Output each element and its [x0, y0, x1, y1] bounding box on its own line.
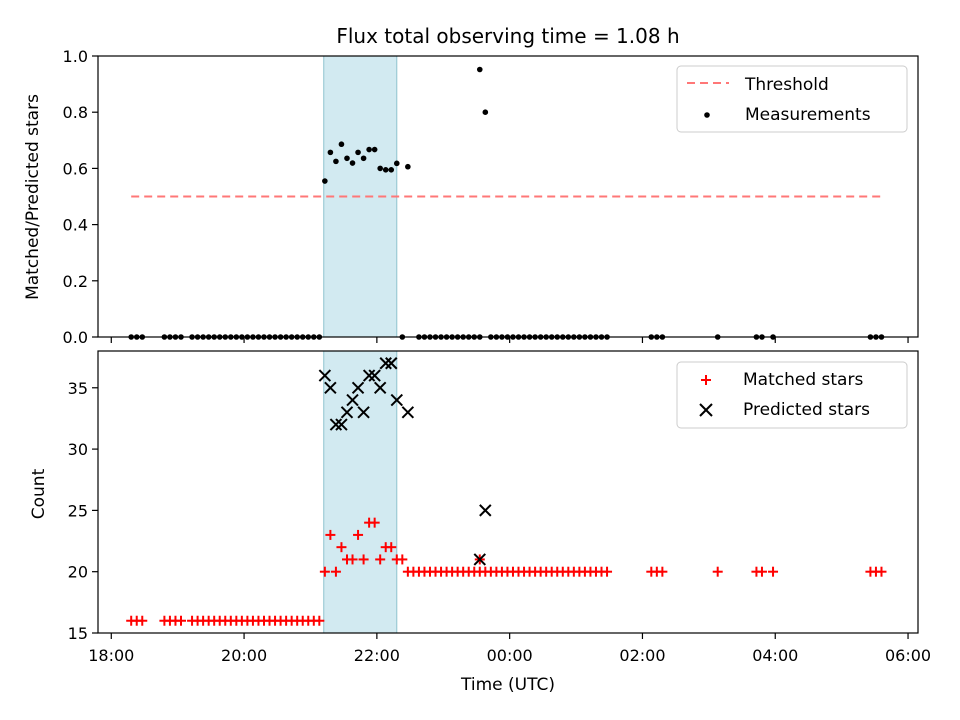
ratio-y-tick-label: 0.0: [63, 328, 88, 347]
measurement-point: [366, 146, 372, 153]
matched-star-point: [325, 529, 336, 540]
predicted-star-point: [346, 393, 359, 407]
ratio-y-tick-label: 0.4: [63, 216, 88, 235]
matched-star-point: [876, 566, 887, 577]
x-tick-label: 04:00: [752, 646, 798, 665]
predicted-star-point: [362, 369, 376, 382]
predicted-star-point: [401, 406, 415, 419]
x-tick-label: 18:00: [88, 646, 134, 665]
matched-star-point: [768, 566, 779, 577]
measurement-point: [382, 167, 389, 173]
x-tick-label: 06:00: [885, 646, 931, 665]
predicted-star-point: [357, 406, 370, 419]
count-panel: 15 20 25 30 35 18:00 20:00 22:00 00:00 02:00 04:0…: [29, 350, 931, 695]
measurement-point: [322, 178, 328, 184]
predicted-star-point: [390, 393, 403, 407]
matched-star-point: [347, 554, 358, 565]
chart-title: Flux total observing time = 1.08 h: [336, 24, 679, 48]
matched-star-point: [314, 615, 325, 626]
measurement-point: [476, 66, 483, 73]
x-axis-label: Time (UTC): [460, 675, 555, 695]
measurement-point: [338, 141, 345, 148]
matched-star-point: [137, 615, 148, 626]
predicted-star-point: [385, 357, 398, 370]
x-tick-label: 02:00: [619, 646, 665, 665]
measurement-point: [344, 155, 350, 162]
ratio-y-tick-label: 1.0: [63, 47, 88, 66]
measurement-point: [371, 146, 378, 153]
matched-star-point: [756, 566, 767, 577]
matched-star-point: [336, 542, 347, 553]
legend-threshold-label: Threshold: [744, 75, 829, 95]
x-tick-label: 20:00: [221, 646, 267, 665]
ratio-y-tick-label: 0.2: [63, 272, 88, 291]
count-plot-frame: [97, 350, 919, 634]
matched-star-point: [712, 566, 723, 577]
matched-star-point: [358, 554, 369, 565]
ratio-y-tick-label: 0.8: [63, 103, 88, 122]
measurement-point: [349, 160, 356, 166]
measurement-point: [482, 109, 489, 115]
predicted-star-point: [473, 553, 486, 566]
matched-star-point: [657, 566, 668, 577]
legend-matched-label: Matched stars: [743, 370, 863, 390]
predicted-star-point: [324, 381, 337, 394]
predicted-star-point: [379, 357, 392, 370]
predicted-star-point: [318, 369, 332, 382]
measurement-point: [333, 158, 339, 165]
x-tick-label: 22:00: [354, 646, 400, 665]
legend-matched-swatch: [701, 375, 711, 385]
legend-measurements-label: Measurements: [745, 105, 871, 125]
ratio-legend: Threshold Measurements: [676, 65, 908, 133]
predicted-star-point: [373, 381, 387, 394]
count-y-tick-label: 30: [68, 440, 88, 459]
count-y-tick-label: 15: [68, 624, 88, 643]
predicted-star-point: [479, 504, 492, 517]
measurement-point: [377, 165, 383, 172]
count-y-tick-label: 20: [68, 563, 88, 582]
count-y-tick-label: 35: [68, 379, 88, 398]
matched-star-point: [175, 615, 186, 626]
count-y-tick-label: 25: [68, 501, 88, 520]
predicted-star-point: [329, 418, 343, 431]
count-legend: Matched stars Predicted stars: [676, 361, 908, 429]
legend-measurement-swatch: [704, 112, 710, 118]
matched-star-point: [397, 554, 408, 565]
measurement-point: [405, 163, 411, 170]
predicted-star-point: [368, 369, 381, 382]
count-y-axis-label: Count: [29, 468, 49, 519]
measurement-point: [360, 155, 367, 162]
count-highlight-span: [323, 350, 398, 634]
ratio-y-tick-label: 0.6: [63, 159, 88, 178]
matched-star-point: [602, 566, 613, 577]
measurement-point: [393, 160, 400, 167]
legend-predicted-label: Predicted stars: [743, 400, 870, 420]
predicted-star-point: [335, 418, 348, 431]
matched-star-point: [330, 566, 341, 577]
matched-star-point: [353, 529, 364, 540]
predicted-star-point: [351, 381, 365, 394]
predicted-star-point: [340, 406, 354, 419]
matched-star-point: [319, 566, 330, 577]
matched-star-point: [369, 517, 380, 528]
ratio-y-axis-label: Matched/Predicted stars: [23, 94, 43, 300]
matched-star-point: [375, 554, 386, 565]
ratio-panel: 0.0 0.2 0.4 0.6 0.8 1.0 Matched/Predicted sta…: [23, 47, 919, 347]
measurement-point: [355, 149, 361, 156]
measurement-point: [388, 167, 395, 173]
matched-star-point: [386, 542, 397, 553]
ratio-plot-frame: [97, 55, 919, 338]
legend-predicted-swatch: [699, 403, 713, 417]
x-tick-label: 00:00: [487, 646, 533, 665]
measurement-point: [327, 149, 334, 156]
